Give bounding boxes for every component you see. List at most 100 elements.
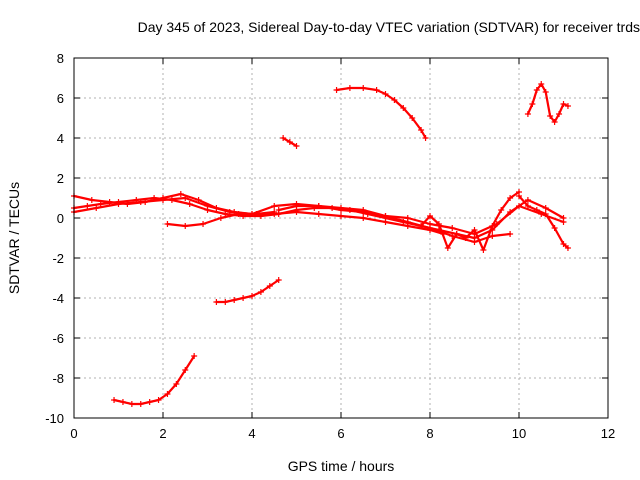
data-point: [160, 197, 166, 203]
data-point: [427, 213, 433, 219]
y-tick-label: -6: [52, 331, 64, 346]
data-point: [173, 381, 180, 387]
data-point: [542, 211, 549, 217]
data-point: [551, 225, 558, 231]
data-point: [164, 221, 171, 227]
data-point: [177, 191, 184, 197]
data-point: [409, 115, 416, 121]
data-point: [498, 207, 505, 213]
data-point: [204, 203, 211, 209]
data-point: [453, 231, 460, 237]
grid: [74, 58, 608, 418]
data-point: [275, 207, 282, 213]
x-axis-label: GPS time / hours: [288, 458, 395, 474]
data-point: [564, 103, 571, 109]
data-point: [524, 111, 531, 117]
data-point: [97, 201, 104, 207]
data-point: [333, 87, 340, 93]
data-point: [286, 139, 293, 145]
data-point: [222, 299, 229, 305]
data-point: [128, 401, 135, 407]
series-arc-k: [333, 85, 429, 141]
data-point: [88, 197, 95, 203]
data-point: [137, 401, 144, 407]
data-point: [427, 225, 433, 231]
data-point: [111, 397, 118, 403]
data-point: [560, 219, 567, 225]
data-point: [315, 203, 322, 209]
y-tick-label: 4: [57, 131, 64, 146]
data-point: [418, 127, 425, 133]
data-point: [346, 85, 353, 91]
series-arc-i: [213, 277, 282, 305]
data-point: [560, 101, 567, 107]
series-arc-l: [524, 81, 571, 125]
x-tick-label: 8: [426, 426, 433, 441]
data-point: [182, 367, 189, 373]
y-tick-label: 2: [57, 171, 64, 186]
data-point: [551, 119, 558, 125]
data-point: [146, 399, 153, 405]
data-point: [524, 203, 531, 209]
data-point: [382, 213, 389, 219]
data-point: [489, 233, 496, 239]
data-point: [516, 193, 522, 199]
data-point: [564, 245, 571, 251]
data-point: [115, 201, 122, 207]
data-point: [186, 201, 193, 207]
data-point: [489, 223, 496, 229]
y-tick-label: -4: [52, 291, 64, 306]
data-point: [507, 195, 514, 201]
data-point: [235, 211, 242, 217]
data-point: [373, 87, 380, 93]
data-point: [231, 297, 238, 303]
data-point: [217, 215, 224, 221]
series-line: [335, 86, 427, 140]
data-point: [226, 209, 233, 215]
data-point: [253, 211, 260, 217]
series-arc-g: [516, 193, 571, 251]
x-tick-label: 0: [70, 426, 77, 441]
x-tick-label: 12: [601, 426, 615, 441]
series-line: [526, 82, 570, 124]
y-tick-label: 0: [57, 211, 64, 226]
data-point: [471, 227, 478, 233]
data-point: [404, 219, 411, 225]
y-tick-label: -10: [45, 411, 64, 426]
data-point: [471, 239, 478, 245]
data-point: [200, 221, 207, 227]
data-point: [240, 295, 247, 301]
data-point: [137, 199, 144, 205]
data-point: [213, 299, 220, 305]
data-point: [293, 203, 300, 209]
y-tick-label: 6: [57, 91, 64, 106]
series-arc-h: [111, 353, 198, 407]
y-tick-label: 8: [57, 51, 64, 66]
data-point: [249, 293, 255, 299]
series-line: [277, 204, 512, 244]
data-point: [533, 207, 540, 213]
series-arc-f: [418, 189, 522, 253]
series-line: [420, 190, 521, 252]
chart-title: Day 345 of 2023, Sidereal Day-to-day VTE…: [138, 19, 640, 35]
data-point: [182, 223, 189, 229]
data-point: [84, 203, 91, 209]
data-point: [444, 245, 451, 251]
data-point: [164, 391, 171, 397]
data-point: [547, 113, 554, 119]
data-point: [191, 353, 198, 359]
series-arc-e: [275, 203, 514, 245]
data-point: [391, 97, 398, 103]
data-point: [493, 221, 500, 227]
data-point: [560, 241, 567, 247]
data-point: [119, 399, 126, 405]
x-tick-label: 6: [337, 426, 344, 441]
y-tick-label: -2: [52, 251, 64, 266]
data-point: [480, 247, 487, 253]
series-line: [112, 354, 196, 406]
data-point: [93, 205, 100, 211]
data-point: [538, 81, 545, 87]
data-point: [507, 231, 514, 237]
data-point: [293, 143, 300, 149]
